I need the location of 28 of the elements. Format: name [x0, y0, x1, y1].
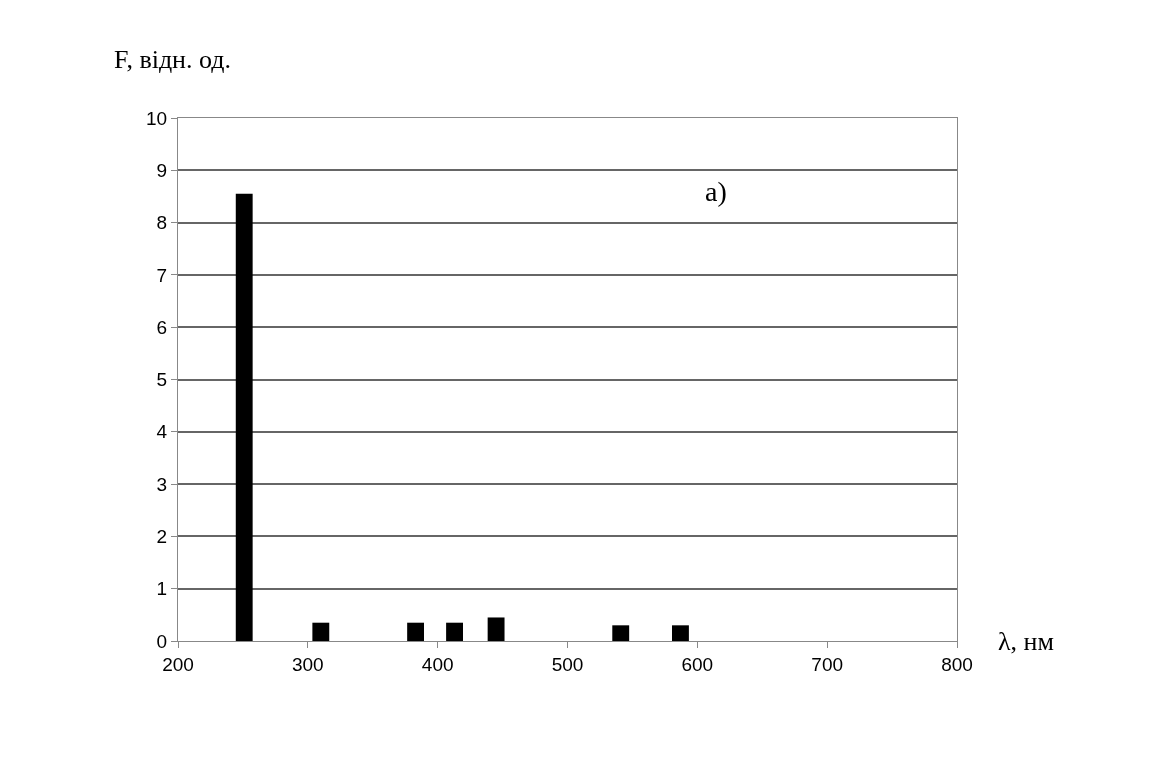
x-tick-label: 600 [681, 653, 714, 675]
bar [235, 193, 253, 641]
bar [672, 625, 689, 641]
y-tick-label: 5 [156, 369, 168, 391]
bar [407, 622, 425, 641]
x-tick-label: 700 [811, 653, 844, 675]
y-axis-title: F, відн. од. [114, 45, 231, 74]
bar [312, 622, 330, 641]
y-tick-label: 4 [156, 421, 168, 443]
y-tick-label: 8 [156, 212, 168, 234]
y-tick-label: 1 [156, 578, 168, 600]
annotation: a) [705, 176, 727, 207]
bar [487, 617, 505, 641]
y-tick-label: 6 [156, 316, 168, 338]
y-tick-label: 3 [156, 473, 168, 495]
x-tick-label: 800 [941, 653, 973, 675]
y-tick-label: 0 [156, 630, 168, 652]
y-tick-label: 2 [156, 526, 168, 548]
bar [446, 622, 463, 641]
y-tick-label: 7 [156, 264, 168, 286]
x-tick-label: 400 [421, 653, 454, 675]
x-tick-label: 500 [551, 653, 584, 675]
bar [612, 625, 630, 641]
y-tick-label: 9 [156, 159, 168, 181]
x-tick-label: 200 [162, 653, 194, 675]
x-axis-title: λ, нм [998, 627, 1054, 656]
y-tick-label: 10 [146, 107, 168, 129]
x-tick-label: 300 [291, 653, 324, 675]
